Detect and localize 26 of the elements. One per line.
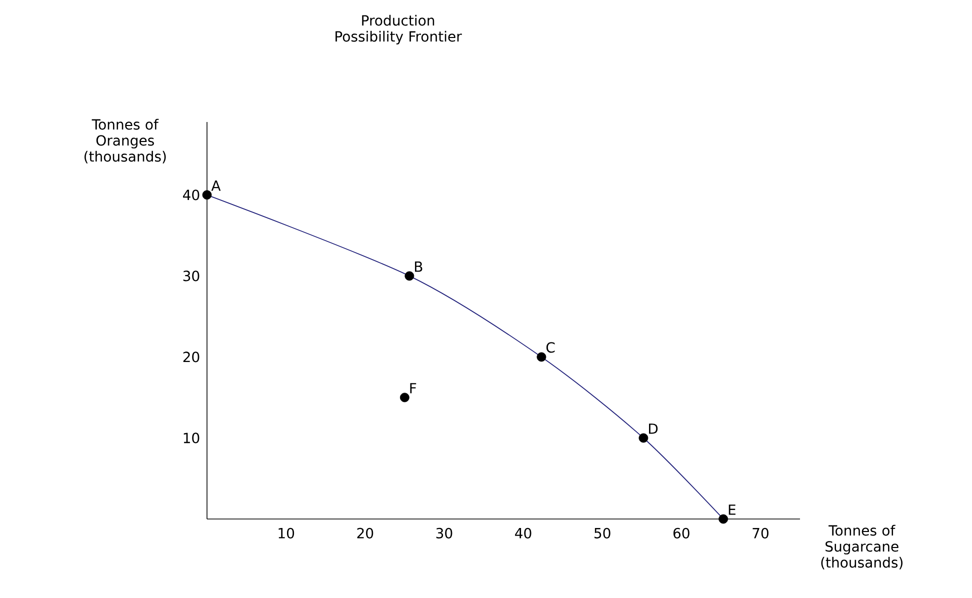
point xyxy=(536,352,546,362)
x-tick-label: 20 xyxy=(357,528,374,538)
x-tick-label: 50 xyxy=(594,528,610,538)
y-axis-title: Tonnes of Oranges (thousands) xyxy=(84,118,166,164)
annotation: A xyxy=(211,180,221,191)
annotation: C xyxy=(546,342,555,353)
point xyxy=(638,433,648,443)
point xyxy=(718,514,728,524)
annotation: E xyxy=(728,504,736,515)
x-tick-label: 30 xyxy=(436,528,452,538)
x-tick-label: 60 xyxy=(673,528,690,538)
x-tick-label: 70 xyxy=(752,528,768,538)
x-axis-title: Tonnes of Sugarcane (thousands) xyxy=(821,524,903,570)
annotation: D xyxy=(649,424,658,434)
point xyxy=(400,392,410,402)
y-tick-label: 30 xyxy=(183,270,200,282)
y-tick-label: 20 xyxy=(183,352,200,362)
x-tick-label: 40 xyxy=(515,528,532,538)
annotation: B xyxy=(414,262,422,272)
point xyxy=(202,190,212,200)
annotation: F xyxy=(410,383,416,394)
x-tick-label: 10 xyxy=(278,528,294,538)
point xyxy=(404,271,414,281)
y-tick-label: 40 xyxy=(183,190,200,200)
chart-title: Production Possibility Frontier xyxy=(336,14,462,44)
y-tick-label: 10 xyxy=(184,432,200,444)
